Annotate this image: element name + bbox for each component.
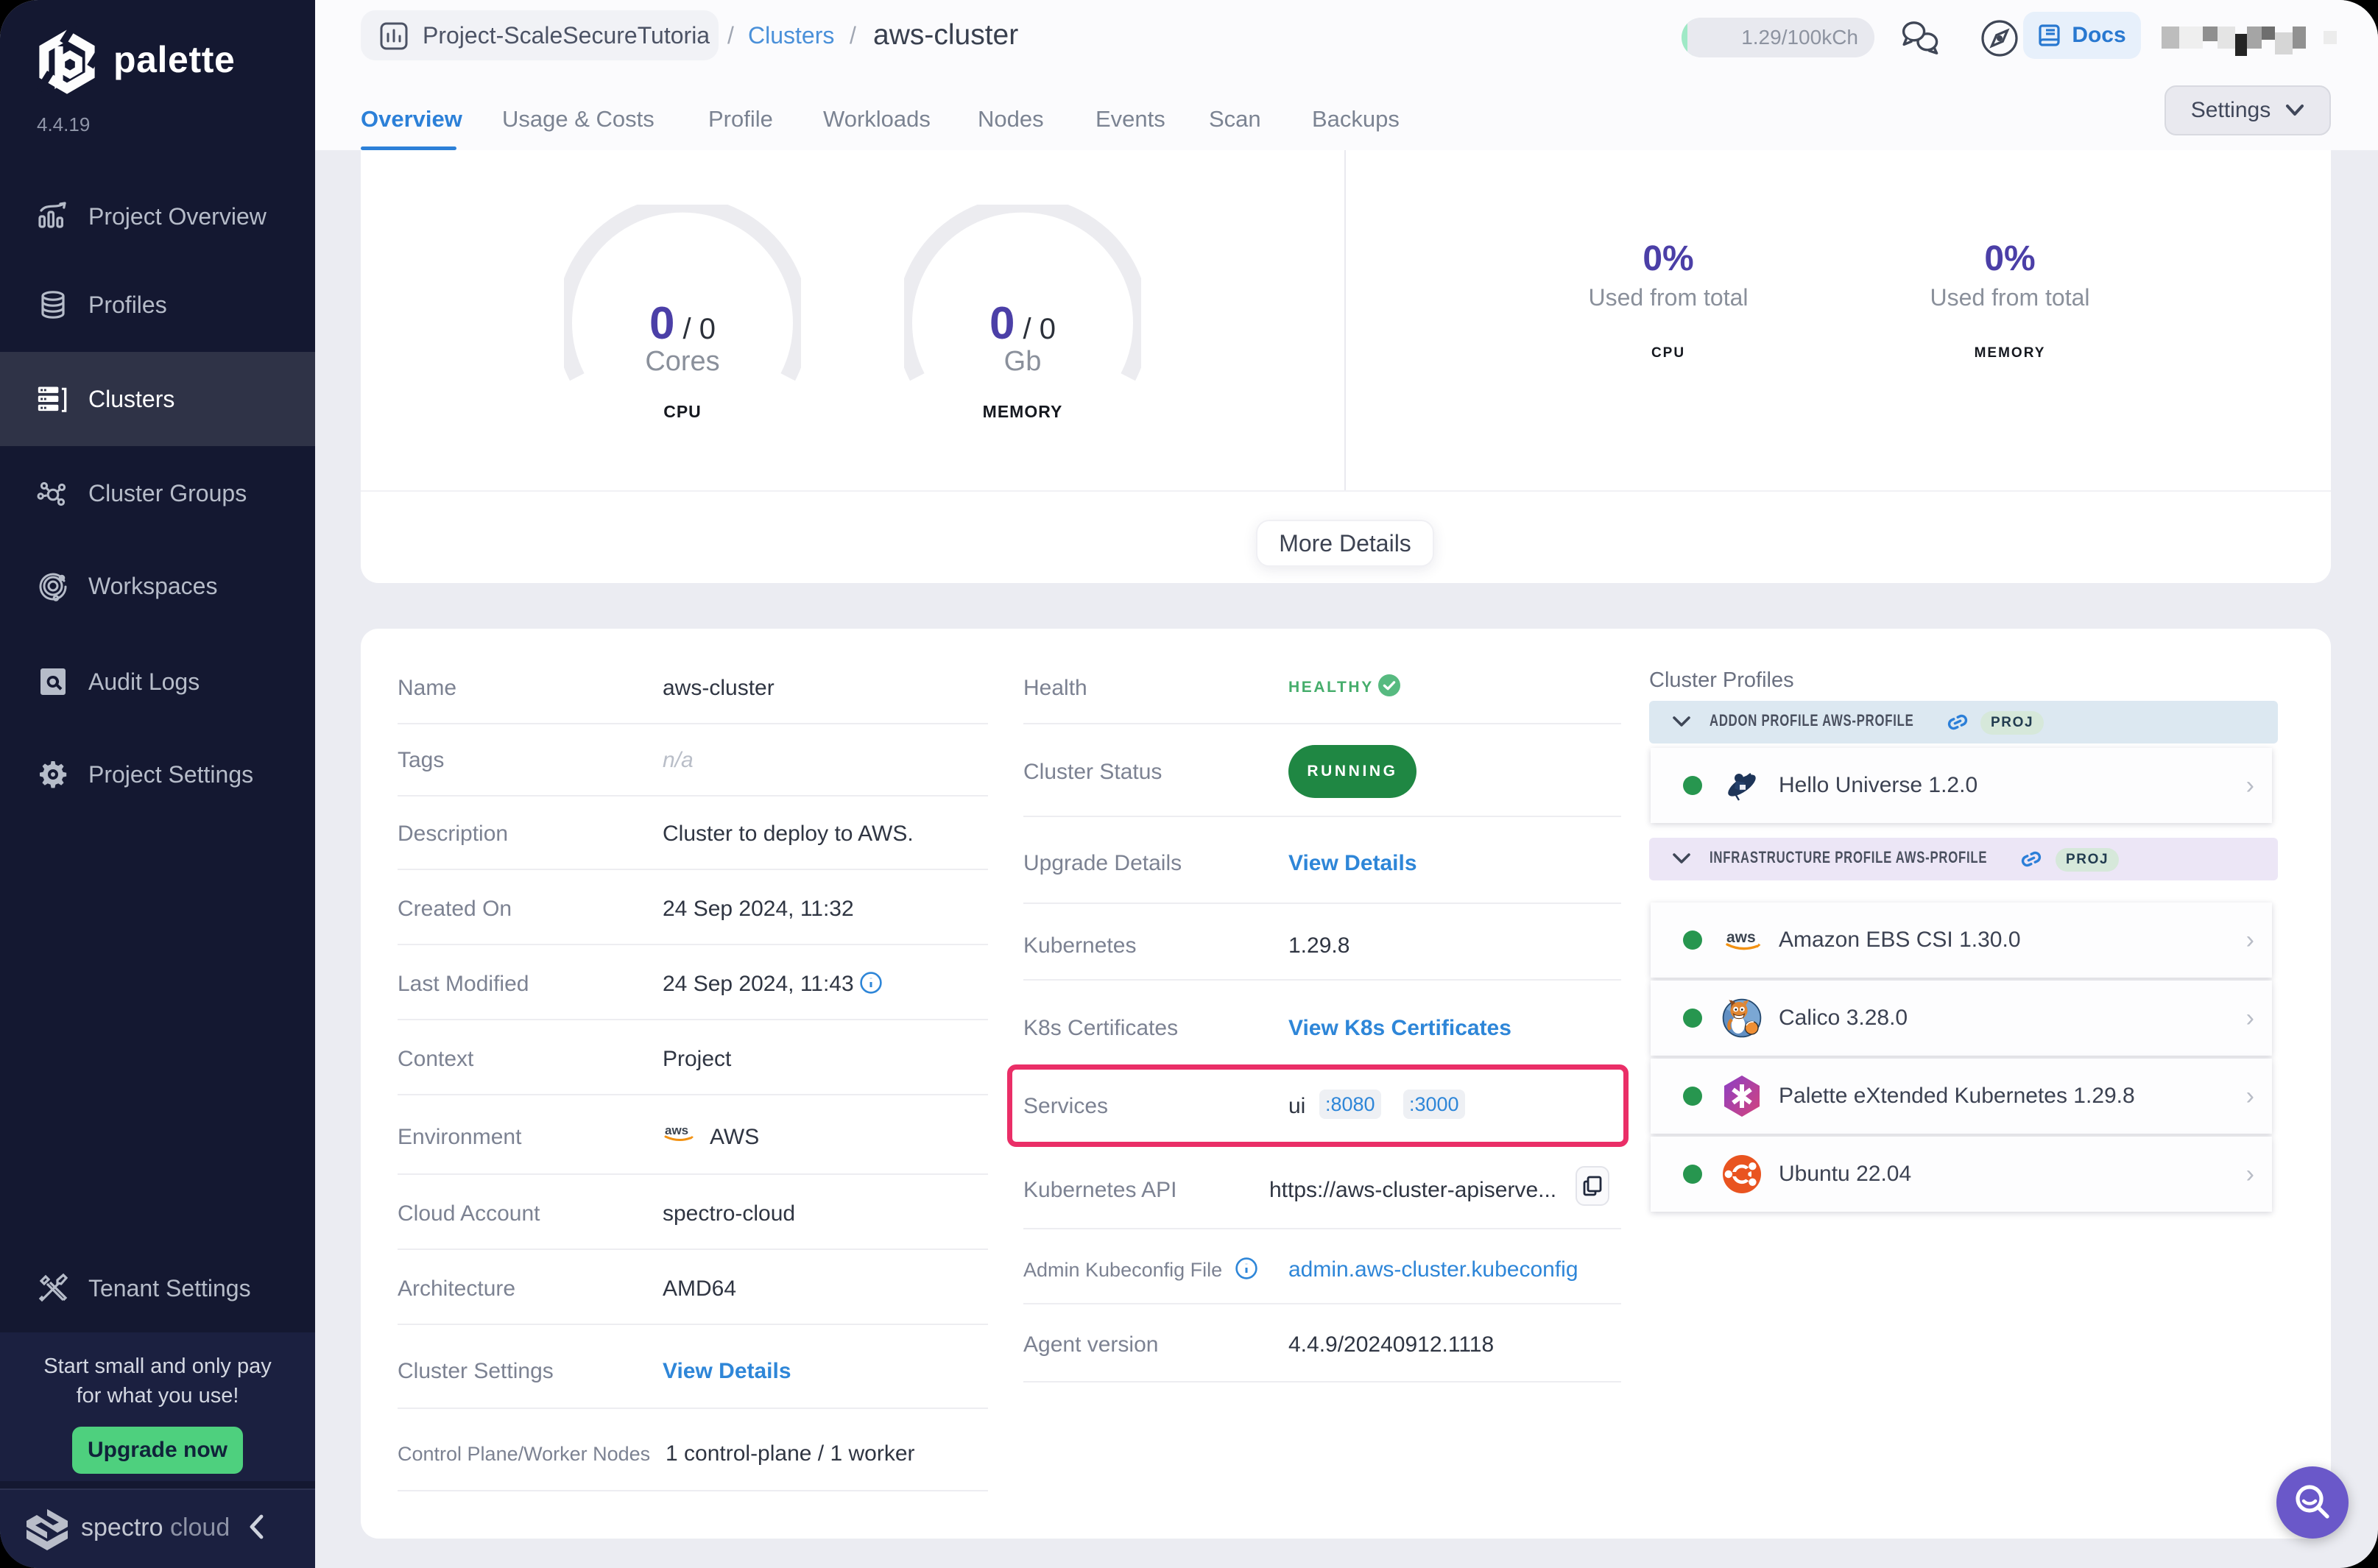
svg-text:aws: aws bbox=[665, 1123, 688, 1137]
svg-text:aws: aws bbox=[1726, 929, 1756, 946]
